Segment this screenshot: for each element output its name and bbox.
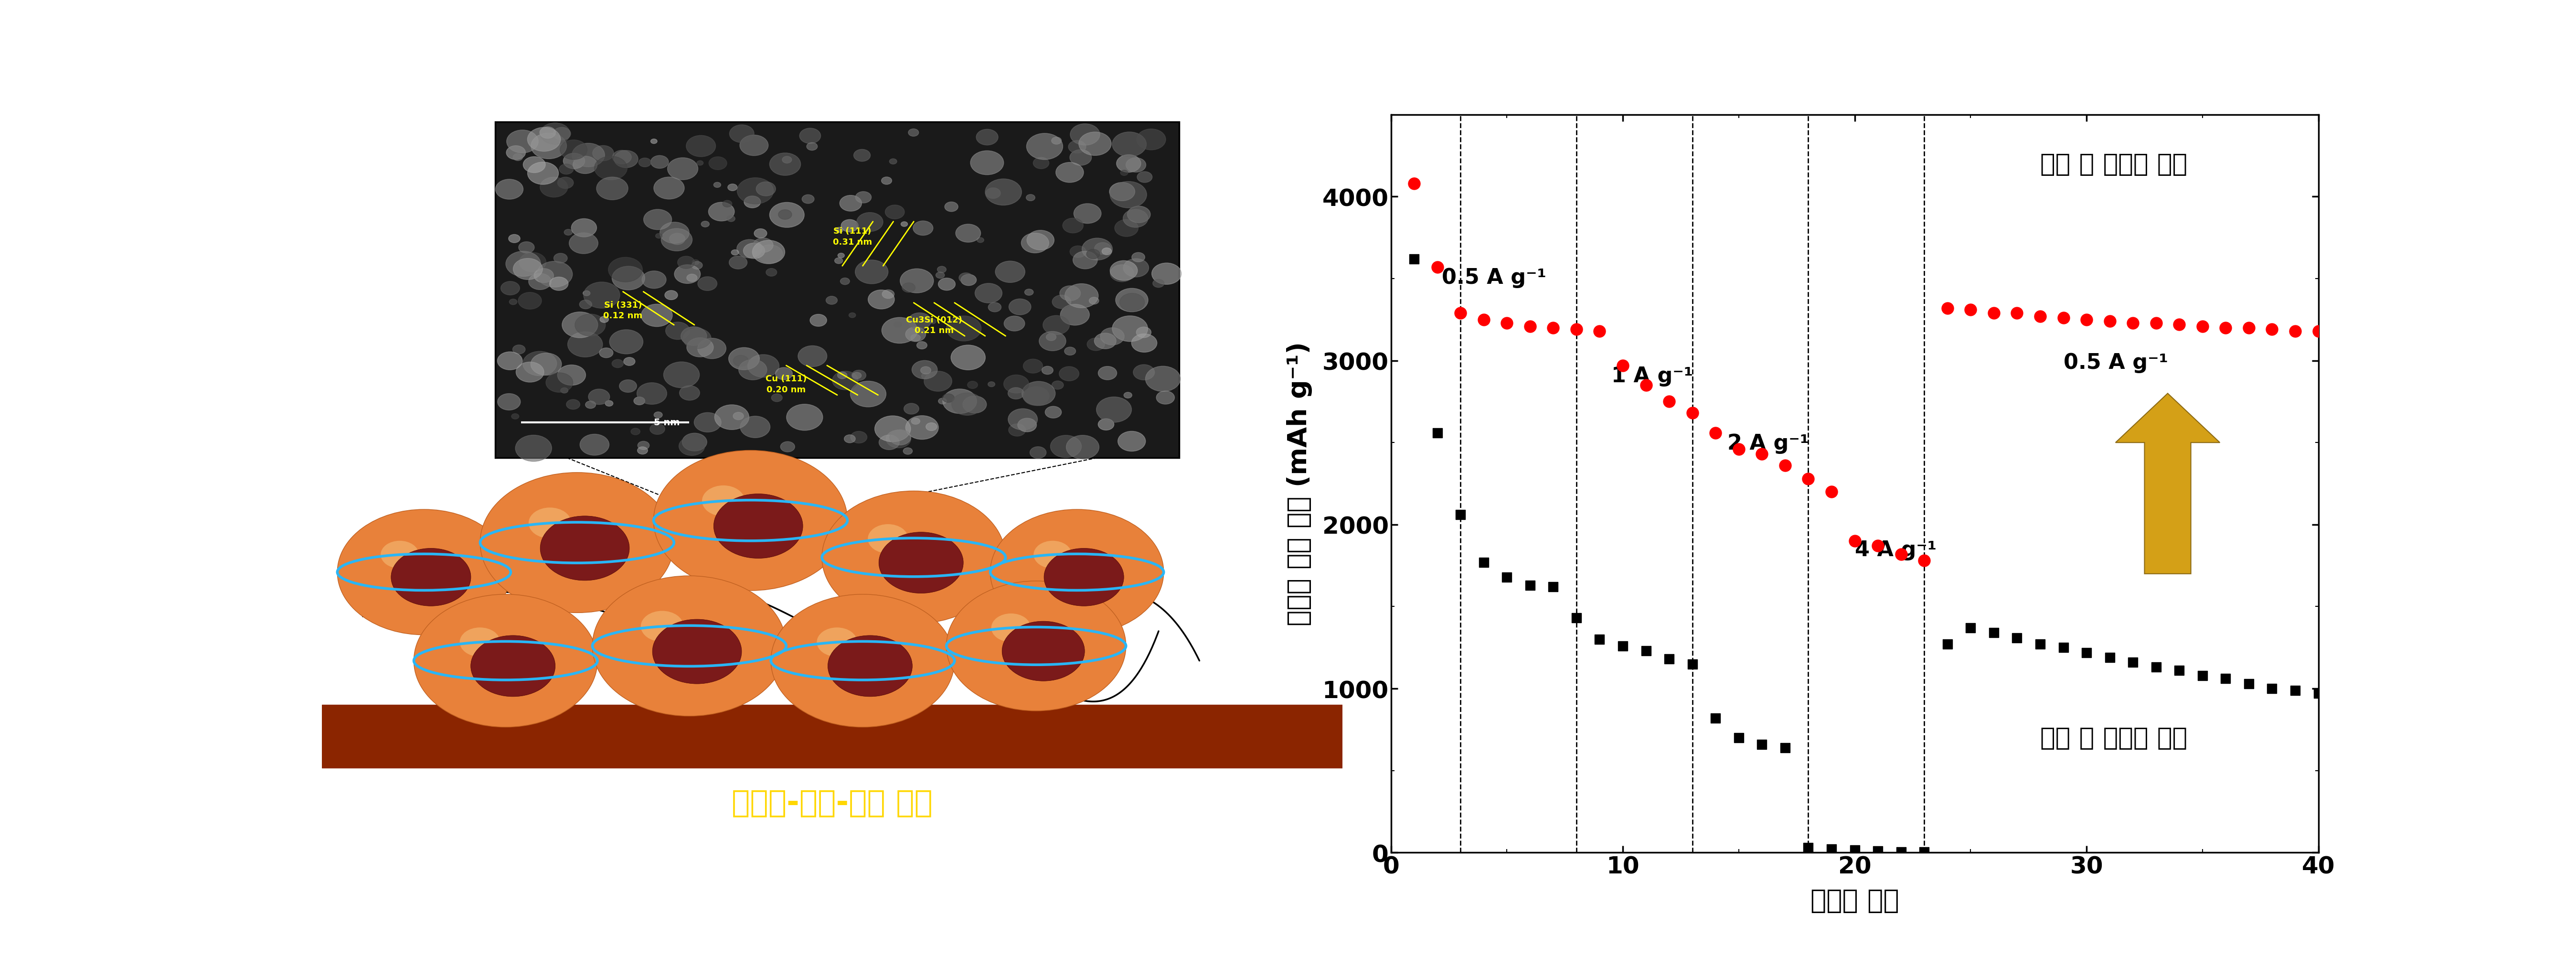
Circle shape	[381, 541, 420, 568]
Circle shape	[1023, 359, 1043, 374]
Circle shape	[479, 472, 675, 613]
Circle shape	[507, 130, 538, 153]
Circle shape	[528, 127, 562, 151]
Circle shape	[613, 359, 623, 368]
Circle shape	[608, 258, 641, 283]
Circle shape	[889, 159, 896, 165]
Circle shape	[1028, 231, 1054, 250]
Circle shape	[1025, 194, 1036, 201]
Circle shape	[675, 265, 701, 284]
Circle shape	[513, 414, 518, 420]
Circle shape	[1136, 129, 1167, 150]
Circle shape	[1097, 398, 1131, 422]
Circle shape	[618, 380, 636, 393]
Circle shape	[665, 362, 701, 388]
Circle shape	[1097, 367, 1118, 380]
Text: Cu3Si (012)
0.21 nm: Cu3Si (012) 0.21 nm	[907, 315, 963, 334]
Circle shape	[1046, 406, 1061, 419]
Circle shape	[613, 150, 631, 165]
Circle shape	[652, 620, 742, 684]
Circle shape	[1123, 210, 1149, 228]
Circle shape	[868, 524, 909, 554]
Circle shape	[559, 140, 587, 160]
Circle shape	[641, 271, 667, 288]
Circle shape	[1110, 182, 1146, 208]
Circle shape	[1133, 365, 1154, 380]
Circle shape	[757, 182, 775, 196]
Circle shape	[1074, 204, 1100, 224]
Text: 0.5 A g⁻¹: 0.5 A g⁻¹	[2063, 353, 2169, 374]
Circle shape	[523, 352, 556, 376]
Circle shape	[729, 348, 760, 370]
Circle shape	[732, 250, 739, 256]
Text: Si (331)
0.12 nm: Si (331) 0.12 nm	[603, 301, 641, 320]
Circle shape	[1118, 431, 1146, 451]
Circle shape	[1051, 138, 1061, 145]
Circle shape	[572, 219, 598, 238]
Circle shape	[881, 318, 917, 344]
Circle shape	[1023, 381, 1056, 406]
Circle shape	[554, 127, 572, 141]
Circle shape	[649, 423, 665, 435]
Circle shape	[677, 257, 696, 269]
Circle shape	[855, 261, 889, 285]
Circle shape	[976, 238, 984, 243]
Circle shape	[459, 627, 500, 657]
Text: Si (111)
0.31 nm: Si (111) 0.31 nm	[832, 227, 873, 246]
Circle shape	[938, 266, 945, 273]
Circle shape	[1033, 158, 1048, 170]
Circle shape	[507, 146, 526, 160]
Circle shape	[1115, 219, 1139, 237]
Circle shape	[734, 413, 744, 420]
Circle shape	[904, 448, 912, 455]
Circle shape	[585, 401, 595, 409]
Circle shape	[1095, 242, 1110, 255]
Circle shape	[930, 319, 935, 324]
Circle shape	[698, 338, 726, 359]
Circle shape	[853, 149, 871, 162]
Circle shape	[1110, 261, 1139, 281]
Circle shape	[837, 372, 848, 379]
Circle shape	[770, 153, 801, 176]
Circle shape	[868, 290, 894, 309]
Circle shape	[925, 372, 953, 392]
Text: 0.5 A g⁻¹: 0.5 A g⁻¹	[1443, 267, 1546, 288]
Circle shape	[1005, 376, 1028, 394]
Circle shape	[956, 224, 981, 242]
Circle shape	[703, 486, 744, 516]
Y-axis label: 무게당 방전 용량 (mAh g⁻¹): 무게당 방전 용량 (mAh g⁻¹)	[1285, 342, 1311, 626]
Circle shape	[770, 394, 783, 402]
Circle shape	[654, 234, 662, 239]
Circle shape	[1069, 246, 1087, 258]
Circle shape	[533, 269, 554, 283]
Circle shape	[1079, 132, 1110, 156]
Circle shape	[855, 192, 871, 203]
Circle shape	[641, 611, 683, 642]
Circle shape	[989, 303, 1002, 312]
Circle shape	[850, 313, 855, 318]
Circle shape	[569, 233, 598, 254]
Circle shape	[1157, 391, 1175, 404]
Circle shape	[770, 594, 956, 727]
Circle shape	[853, 373, 860, 379]
Circle shape	[541, 127, 556, 139]
Circle shape	[945, 202, 958, 212]
Text: 4 A g⁻¹: 4 A g⁻¹	[1855, 539, 1937, 560]
Circle shape	[752, 239, 773, 253]
Text: 5 nm: 5 nm	[654, 418, 680, 427]
Circle shape	[513, 154, 523, 161]
Circle shape	[1030, 446, 1046, 459]
Circle shape	[1010, 299, 1030, 315]
Circle shape	[515, 435, 551, 462]
Circle shape	[920, 367, 930, 375]
Circle shape	[912, 419, 920, 424]
Circle shape	[770, 203, 804, 228]
Circle shape	[840, 195, 863, 212]
Circle shape	[1043, 316, 1069, 335]
Circle shape	[613, 266, 644, 290]
Circle shape	[786, 404, 822, 431]
Circle shape	[523, 157, 546, 173]
Circle shape	[559, 165, 574, 174]
Circle shape	[951, 393, 984, 416]
Circle shape	[989, 510, 1164, 635]
